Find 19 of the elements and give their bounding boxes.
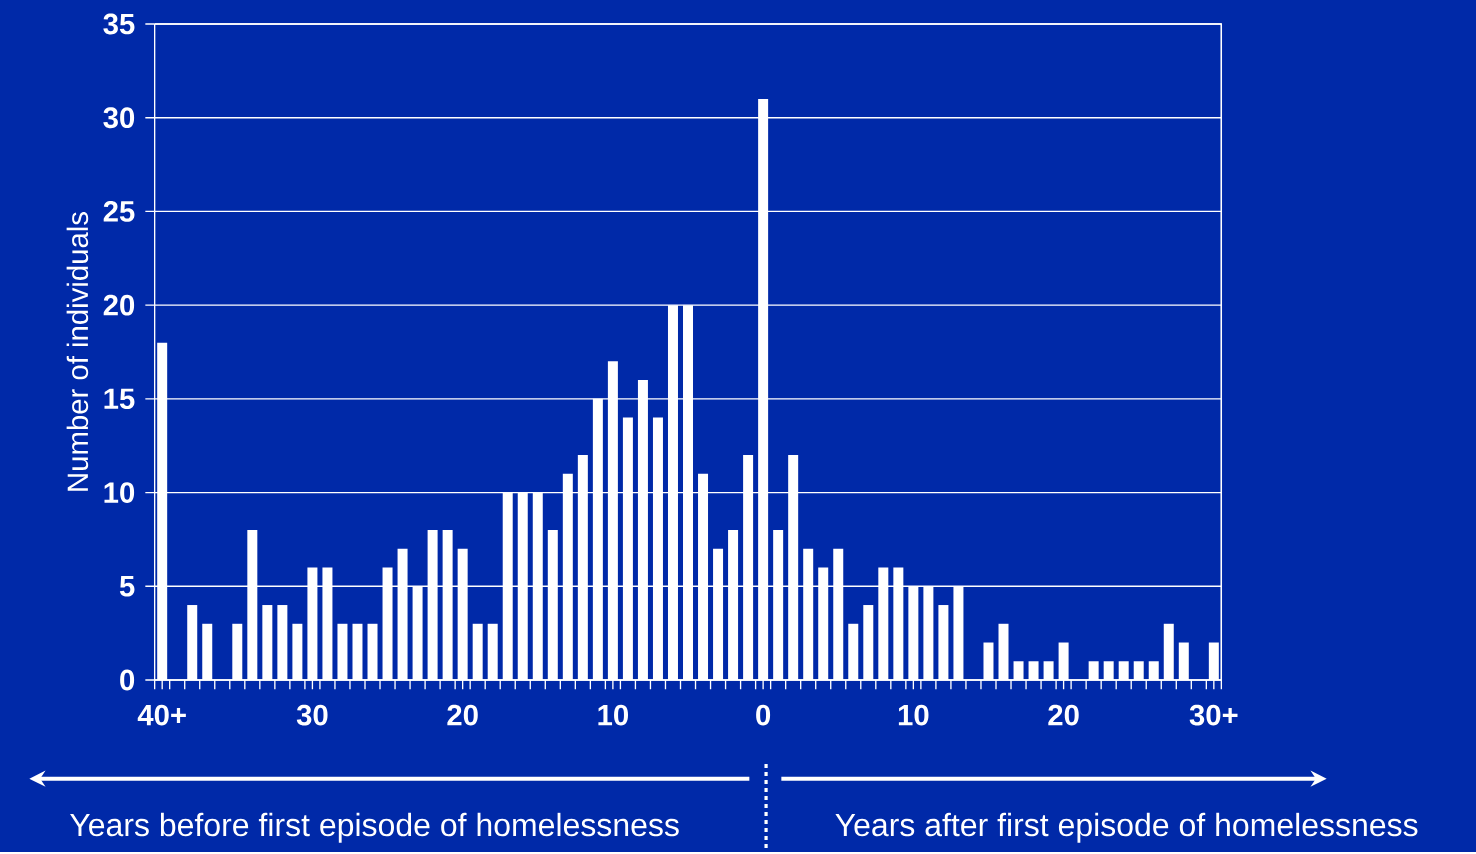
x-tick-label: 10 — [898, 704, 929, 726]
y-tick-label: 15 — [104, 388, 135, 410]
x-tick-label: 10 — [598, 704, 628, 726]
y-tick-label: 25 — [103, 201, 135, 222]
y-axis-title: Number of individuals — [66, 212, 89, 491]
x-tick-label: 30 — [296, 704, 328, 726]
text: Years before first episode of homelessness — [70, 812, 679, 843]
x-tick-label: 0 — [756, 704, 771, 726]
x-tick-label: 20 — [1048, 704, 1079, 726]
x-tick-label: 20 — [447, 704, 478, 726]
y-tick-label: 0 — [120, 669, 135, 691]
x-tick-label: 40+ — [137, 704, 186, 726]
text: Years after first episode of homelessness — [835, 812, 1418, 843]
y-tick-label: 35 — [103, 13, 135, 35]
x-tick-label: 30+ — [1189, 704, 1238, 726]
y-tick-label: 30 — [103, 107, 135, 129]
y-tick-label: 10 — [104, 482, 135, 504]
y-tick-label: 20 — [103, 294, 135, 316]
y-tick-label: 5 — [119, 576, 135, 597]
